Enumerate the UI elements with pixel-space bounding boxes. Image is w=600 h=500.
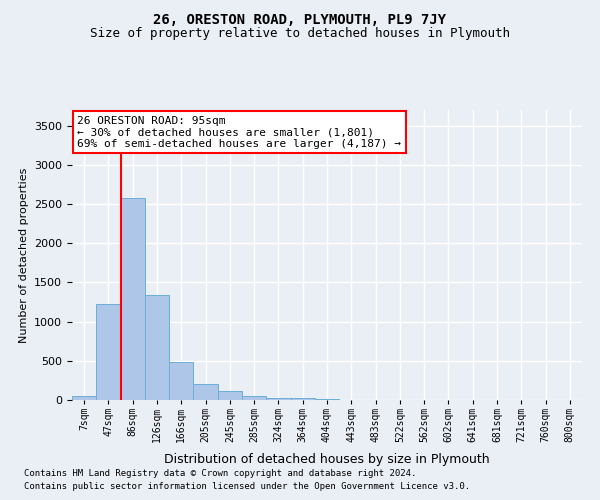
Bar: [169, 362, 193, 400]
Text: Contains public sector information licensed under the Open Government Licence v3: Contains public sector information licen…: [24, 482, 470, 491]
X-axis label: Distribution of detached houses by size in Plymouth: Distribution of detached houses by size …: [164, 454, 490, 466]
Text: 26 ORESTON ROAD: 95sqm
← 30% of detached houses are smaller (1,801)
69% of semi-: 26 ORESTON ROAD: 95sqm ← 30% of detached…: [77, 116, 401, 149]
Text: 26, ORESTON ROAD, PLYMOUTH, PL9 7JY: 26, ORESTON ROAD, PLYMOUTH, PL9 7JY: [154, 12, 446, 26]
Bar: [193, 384, 218, 400]
Bar: [96, 304, 121, 400]
Bar: [266, 398, 290, 400]
Bar: [242, 396, 266, 400]
Bar: [290, 398, 315, 400]
Bar: [72, 396, 96, 400]
Bar: [218, 390, 242, 400]
Text: Size of property relative to detached houses in Plymouth: Size of property relative to detached ho…: [90, 28, 510, 40]
Bar: [315, 399, 339, 400]
Bar: [121, 198, 145, 400]
Y-axis label: Number of detached properties: Number of detached properties: [19, 168, 29, 342]
Bar: [145, 295, 169, 400]
Text: Contains HM Land Registry data © Crown copyright and database right 2024.: Contains HM Land Registry data © Crown c…: [24, 468, 416, 477]
